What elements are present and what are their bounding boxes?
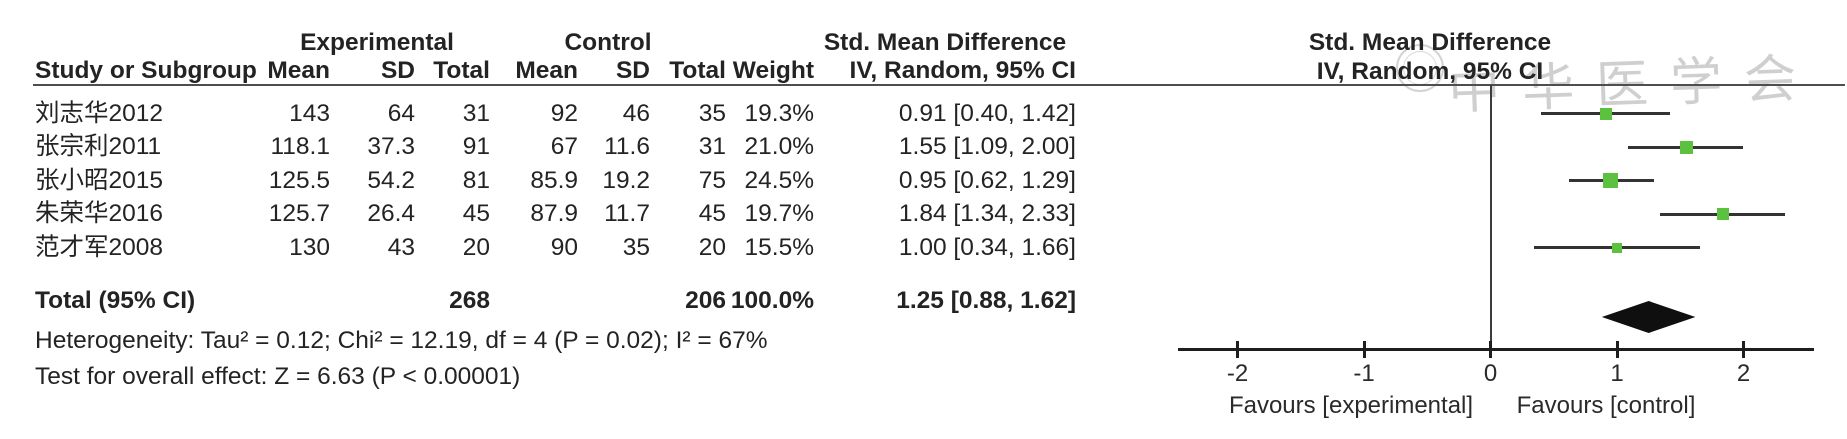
group-header-smd-left: Std. Mean Difference	[823, 29, 1067, 56]
exp-mean: 125.7	[268, 200, 330, 227]
table-row: 朱荣华2016 125.7 26.4 45 87.9 11.7 45 19.7%…	[35, 200, 1076, 227]
study-name: 张宗利2011	[35, 133, 162, 160]
total-weight: 100.0%	[730, 287, 814, 314]
ci-value: 1.55 [1.09, 2.00]	[898, 133, 1076, 160]
col-header-ctrl-sd: SD	[615, 57, 650, 84]
ci-value: 1.84 [1.34, 2.33]	[898, 200, 1076, 227]
exp-total: 20	[462, 234, 490, 261]
favours-experimental-label: Favours [experimental]	[1228, 392, 1474, 419]
study-point-marker	[1603, 173, 1619, 189]
total-exp-n: 268	[449, 287, 490, 314]
exp-total: 45	[462, 200, 490, 227]
axis-tick-label: 0	[1483, 360, 1498, 387]
weight-value: 21.0%	[744, 133, 814, 160]
ctrl-total: 31	[698, 133, 726, 160]
ctrl-mean: 92	[550, 100, 578, 127]
header-divider	[33, 84, 1845, 86]
col-header-iv-ci: IV, Random, 95% CI	[849, 57, 1076, 84]
axis-tick	[1236, 341, 1239, 358]
study-name: 范才军2008	[35, 234, 164, 261]
study-name: 张小昭2015	[35, 167, 164, 194]
axis-tick-label: 2	[1736, 360, 1751, 387]
col-header-ctrl-total: Total	[669, 57, 726, 84]
exp-sd: 43	[387, 234, 415, 261]
table-row: 范才军2008 130 43 20 90 35 20 15.5% 1.00 [0…	[35, 234, 1076, 261]
overall-effect-text: Test for overall effect: Z = 6.63 (P < 0…	[35, 363, 521, 390]
exp-mean: 118.1	[270, 133, 331, 160]
ctrl-sd: 46	[622, 100, 650, 127]
axis-tick	[1615, 341, 1619, 358]
exp-sd: 64	[387, 100, 415, 127]
exp-total: 81	[462, 167, 490, 194]
ctrl-total: 45	[698, 200, 726, 227]
x-axis	[1178, 348, 1814, 351]
col-header-exp-total: Total	[433, 57, 490, 84]
col-header-exp-mean: Mean	[267, 57, 330, 84]
ctrl-mean: 85.9	[530, 167, 578, 194]
table-row: 张宗利2011 118.1 37.3 91 67 11.6 31 21.0% 1…	[35, 133, 1076, 160]
axis-tick	[1362, 341, 1366, 358]
study-name: 朱荣华2016	[35, 200, 164, 227]
ctrl-mean: 67	[550, 133, 578, 160]
table-row: 刘志华2012 143 64 31 92 46 35 19.3% 0.91 [0…	[35, 100, 1076, 127]
group-header-experimental: Experimental	[300, 29, 454, 56]
ctrl-sd: 19.2	[602, 167, 650, 194]
axis-tick-label: 1	[1610, 360, 1624, 387]
pooled-effect-diamond	[1601, 301, 1696, 333]
total-ctrl-n: 206	[685, 287, 726, 314]
total-label: Total (95% CI)	[35, 287, 196, 314]
col-header-exp-sd: SD	[380, 57, 415, 84]
ctrl-mean: 90	[550, 234, 578, 261]
col-header-weight: Weight	[732, 57, 814, 84]
exp-mean: 130	[289, 234, 330, 261]
exp-sd: 37.3	[367, 133, 415, 160]
exp-total: 91	[462, 133, 490, 160]
ctrl-mean: 87.9	[530, 200, 578, 227]
weight-value: 19.3%	[744, 100, 814, 127]
group-header-smd-right: Std. Mean Difference	[1308, 29, 1552, 56]
study-point-marker	[1717, 208, 1730, 221]
group-header-control: Control	[564, 29, 652, 56]
study-name: 刘志华2012	[35, 100, 164, 127]
weight-value: 24.5%	[744, 167, 814, 194]
ci-value: 1.00 [0.34, 1.66]	[898, 234, 1076, 261]
axis-tick-label: -1	[1353, 360, 1375, 387]
zero-effect-line	[1490, 85, 1492, 348]
weight-value: 19.7%	[744, 200, 814, 227]
favours-control-label: Favours [control]	[1516, 392, 1696, 419]
exp-sd: 54.2	[367, 167, 415, 194]
heterogeneity-text: Heterogeneity: Tau² = 0.12; Chi² = 12.19…	[35, 327, 768, 354]
ctrl-total: 35	[698, 100, 726, 127]
ctrl-sd: 11.6	[604, 133, 650, 160]
table-row: 张小昭2015 125.5 54.2 81 85.9 19.2 75 24.5%…	[35, 167, 1076, 194]
col-header-ctrl-mean: Mean	[515, 57, 578, 84]
ctrl-sd: 35	[622, 234, 650, 261]
axis-tick-label: -2	[1226, 360, 1249, 387]
total-row: Total (95% CI) 268 206 100.0% 1.25 [0.88…	[35, 287, 1076, 314]
ctrl-total: 75	[698, 167, 726, 194]
study-point-marker	[1612, 242, 1622, 253]
exp-mean: 125.5	[268, 167, 330, 194]
exp-sd: 26.4	[367, 200, 415, 227]
axis-tick	[1489, 341, 1492, 358]
ci-value: 0.91 [0.40, 1.42]	[898, 100, 1076, 127]
study-point-marker	[1680, 140, 1694, 154]
ctrl-sd: 11.7	[604, 200, 650, 227]
group-header-iv-right: IV, Random, 95% CI	[1316, 58, 1544, 85]
ctrl-total: 20	[698, 234, 726, 261]
weight-value: 15.5%	[744, 234, 814, 261]
exp-mean: 143	[289, 100, 330, 127]
ci-value: 0.95 [0.62, 1.29]	[898, 167, 1076, 194]
study-point-marker	[1599, 107, 1612, 120]
exp-total: 31	[462, 100, 490, 127]
table-header-row: Study or Subgroup Mean SD Total Mean SD …	[35, 57, 1076, 84]
axis-tick	[1742, 341, 1745, 358]
col-header-study: Study or Subgroup	[35, 57, 257, 84]
total-ci-value: 1.25 [0.88, 1.62]	[896, 287, 1076, 314]
